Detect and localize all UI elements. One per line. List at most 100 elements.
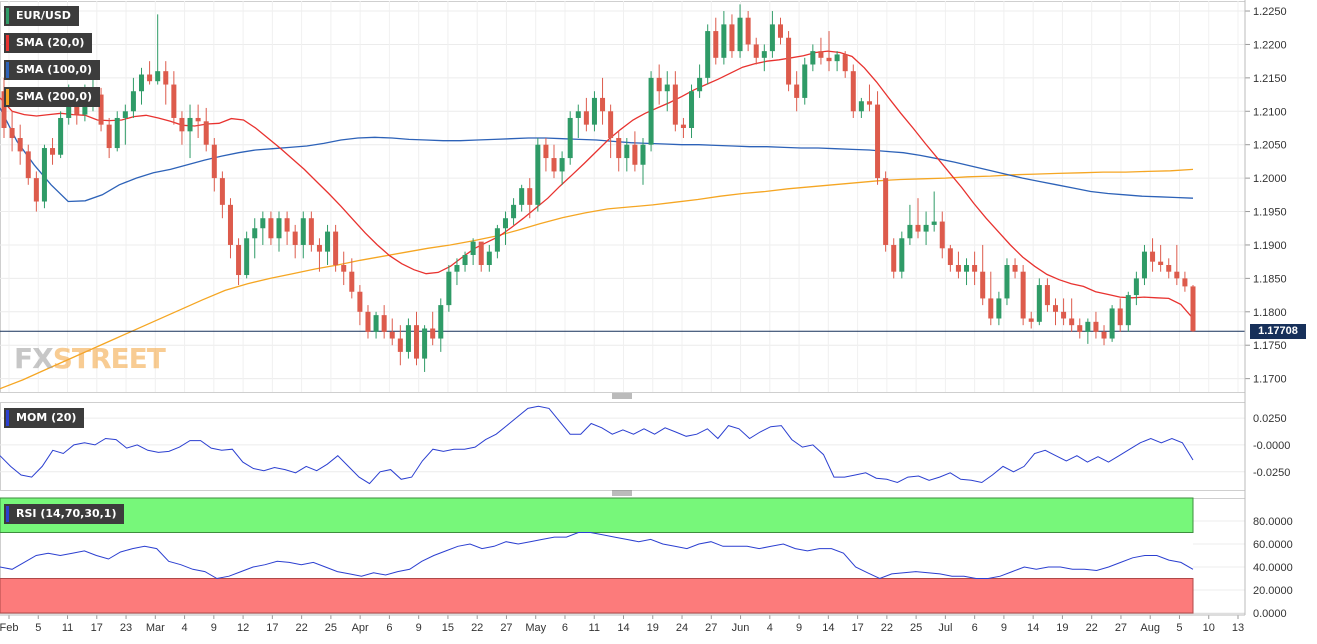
bear-candle [1061,311,1067,319]
bull-candle [769,24,775,52]
bear-candle [381,315,387,332]
price-tick-label: 1.1900 [1253,240,1287,252]
bear-candle [656,77,662,92]
legend-mom: MOM (20) [4,408,85,428]
bull-candle [648,77,654,145]
bull-candle [931,221,937,225]
time-tick-label: 6 [562,622,568,634]
time-tick-label: 9 [1001,622,1007,634]
bull-candle [300,218,306,245]
bear-candle [786,37,792,85]
rsi-line [0,532,1194,580]
bull-candle [438,305,444,339]
time-tick-label: 9 [796,622,802,634]
bull-candle [373,315,379,332]
time-tick-label: 6 [386,622,392,634]
rsi-tick-label: 60.0000 [1253,539,1293,551]
bear-candle [414,325,420,359]
current-price-badge: 1.17708 [1250,324,1306,339]
bull-candle [697,77,703,92]
price-tick-label: 1.2150 [1253,73,1287,85]
time-tick-label: Apr [352,622,369,634]
bear-candle [478,241,484,266]
logo-fx: FX [14,342,54,375]
symbol-swatch [6,8,9,24]
time-tick-label: May [525,622,546,634]
bull-candle [155,71,161,82]
bear-candle [866,101,872,105]
bull-candle [405,325,411,352]
time-tick-label: 12 [237,622,249,634]
bull-candle [454,265,460,272]
time-tick-label: 10 [1203,622,1215,634]
bear-candle [988,298,994,319]
bull-candle [511,204,517,219]
mom-tick-label: 0.0250 [1253,413,1287,425]
bear-candle [543,144,549,159]
bear-candle [203,121,209,145]
bull-candle [761,51,767,58]
mom-line [0,405,1194,485]
bear-candle [729,24,735,52]
bear-candle [980,271,986,299]
bull-candle [502,218,508,229]
bull-candle [1141,251,1147,279]
time-tick-label: 27 [1115,622,1127,634]
bull-candle [1133,278,1139,296]
bull-candle [252,228,258,239]
price-tick-label: 1.2200 [1253,39,1287,51]
bull-candle [422,328,428,359]
bear-candle [947,248,953,266]
bull-candle [325,231,331,252]
legend-mom-label: MOM (20) [16,411,77,424]
grid-lines [0,1,1246,614]
time-tick-label: Jul [938,622,952,634]
bear-candle [1117,308,1123,326]
bear-candle [430,328,436,339]
legend-sma100-label: SMA (100,0) [16,63,93,76]
time-tick-label: 19 [647,622,659,634]
rsi-tick-label: 0.0000 [1253,608,1287,620]
bull-candle [82,104,88,115]
bear-candle [349,271,355,292]
bull-candle [122,111,128,118]
bull-candle [591,97,597,125]
bear-candle [745,17,751,45]
time-tick-label: 27 [500,622,512,634]
candlesticks [1,4,1196,372]
bear-candle [397,338,403,352]
axes: 1.2250 1.2200 1.2150 1.2100 1.2050 1.2000 1.19… [0,0,1293,634]
bear-candle [1069,318,1075,326]
time-tick-label: 27 [705,622,717,634]
bear-candle [316,244,322,252]
time-tick-label: 25 [910,622,922,634]
bull-candle [640,144,646,165]
bear-candle [211,144,217,179]
panel-frame [0,402,1246,491]
bear-candle [1020,271,1026,319]
bear-candle [179,117,185,132]
time-tick-label: 9 [211,622,217,634]
bear-candle [365,311,371,332]
time-tick-label: 15 [442,622,454,634]
bull-candle [130,91,136,112]
bear-candle [1,91,7,128]
bull-candle [260,218,266,229]
bull-candle [462,254,468,266]
legend-sma200-label: SMA (200,0) [16,90,93,103]
bear-candle [939,221,945,249]
bear-candle [1044,285,1050,306]
bear-candle [171,84,177,118]
bear-candle [1101,331,1107,339]
rsi-tick-label: 80.0000 [1253,516,1293,528]
bear-candle [33,178,39,202]
price-tick-label: 1.1750 [1253,340,1287,352]
bear-candle [389,331,395,339]
bear-candle [818,51,824,58]
bear-candle [527,188,533,205]
bull-candle [58,117,64,155]
bull-candle [276,218,282,239]
time-tick-label: 22 [881,622,893,634]
bear-candle [672,84,678,125]
